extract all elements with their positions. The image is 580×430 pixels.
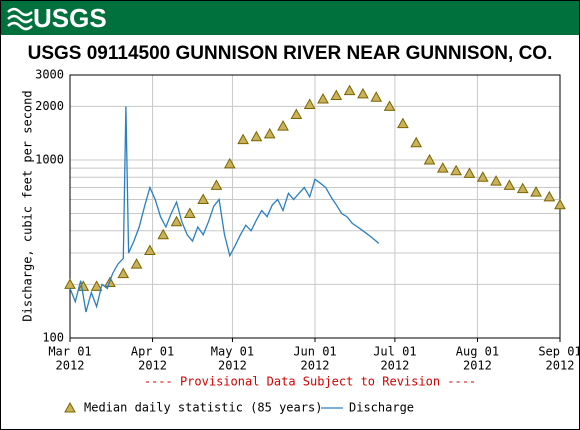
x-tick-label: Aug 01 [456,345,499,359]
median-marker [450,164,462,176]
median-marker [303,98,316,109]
median-marker [130,258,143,269]
logo: USGS [33,3,107,33]
median-marker [237,133,249,145]
logo-waves [7,7,33,31]
median-marker [503,179,516,190]
median-marker [436,162,449,173]
median-marker [410,136,423,148]
median-marker [157,228,170,240]
x-tick-label: 2012 [218,359,247,373]
x-tick-label: Apr 01 [131,345,174,359]
median-marker [397,117,409,129]
legend-label: Discharge [349,401,414,415]
y-tick-label: 3000 [35,68,64,82]
median-marker [170,215,183,227]
x-tick-label: Jun 01 [293,345,336,359]
y-tick-label: 1000 [35,152,64,166]
median-marker [357,87,369,99]
median-marker [263,127,276,139]
y-axis-label: Discharge, cubic feet per second [21,90,35,321]
median-marker [144,244,156,256]
x-tick-label: Mar 01 [48,345,91,359]
median-marker [530,186,542,197]
median-marker [423,153,436,165]
median-marker [543,190,556,202]
median-marker [90,280,103,291]
legend-label: Median daily statistic (85 years) [84,401,322,415]
x-tick-label: 2012 [463,359,492,373]
median-marker [317,92,329,104]
median-marker [210,179,223,190]
x-tick-label: 2012 [301,359,330,373]
chart-title: USGS 09114500 GUNNISON RIVER NEAR GUNNIS… [28,43,553,64]
median-marker [277,120,289,131]
x-tick-label: May 01 [211,345,254,359]
median-marker [183,207,196,219]
x-tick-label: 2012 [138,359,167,373]
median-marker [117,267,130,279]
y-tick-label: 2000 [35,99,64,113]
x-tick-label: 2012 [546,359,575,373]
median-marker [463,167,476,178]
median-marker [516,182,529,194]
x-tick-label: Sep 01 [538,345,580,359]
x-tick-label: 2012 [56,359,85,373]
median-marker [370,91,383,102]
legend-marker [64,401,76,413]
y-tick-label: 100 [42,331,64,345]
median-marker [554,198,566,210]
median-marker [343,84,356,96]
x-tick-label: Jul 01 [373,345,416,359]
median-marker [290,108,303,119]
median-marker [476,171,489,182]
median-marker [330,89,343,101]
median-marker [490,175,502,186]
median-marker [197,193,210,204]
note: ---- Provisional Data Subject to Revisio… [144,375,476,389]
header-bar [1,1,579,35]
median-marker [223,157,236,169]
median-marker [383,100,396,111]
discharge-line [69,106,380,313]
median-marker [250,130,263,142]
x-tick-label: 2012 [380,359,409,373]
median-marker [77,280,90,291]
